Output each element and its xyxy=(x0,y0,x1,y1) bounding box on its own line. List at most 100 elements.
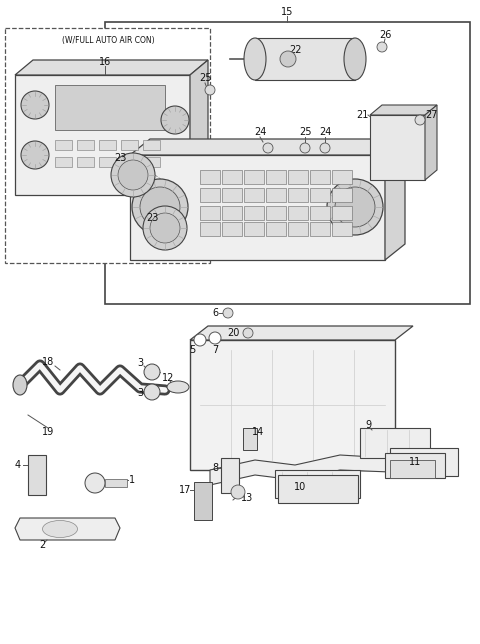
FancyBboxPatch shape xyxy=(200,188,220,202)
Ellipse shape xyxy=(13,375,27,395)
Circle shape xyxy=(205,85,215,95)
Circle shape xyxy=(209,332,221,344)
Circle shape xyxy=(280,51,296,67)
Text: 2: 2 xyxy=(39,540,45,550)
FancyBboxPatch shape xyxy=(310,206,330,220)
FancyBboxPatch shape xyxy=(332,188,352,202)
Circle shape xyxy=(132,179,188,235)
Text: 27: 27 xyxy=(426,110,438,120)
FancyBboxPatch shape xyxy=(244,206,264,220)
FancyBboxPatch shape xyxy=(390,448,458,476)
Text: 4: 4 xyxy=(15,460,21,470)
FancyBboxPatch shape xyxy=(332,206,352,220)
Text: 20: 20 xyxy=(227,328,239,338)
Circle shape xyxy=(320,143,330,153)
FancyBboxPatch shape xyxy=(288,188,308,202)
Circle shape xyxy=(415,115,425,125)
Text: 13: 13 xyxy=(241,493,253,503)
Ellipse shape xyxy=(244,38,266,80)
Circle shape xyxy=(263,143,273,153)
Circle shape xyxy=(144,364,160,380)
Circle shape xyxy=(144,384,160,400)
FancyBboxPatch shape xyxy=(332,222,352,236)
FancyBboxPatch shape xyxy=(194,482,212,520)
Text: 17: 17 xyxy=(179,485,191,495)
Text: 15: 15 xyxy=(281,7,293,17)
Polygon shape xyxy=(210,455,440,485)
Text: 22: 22 xyxy=(289,45,301,55)
FancyBboxPatch shape xyxy=(105,479,127,487)
Polygon shape xyxy=(190,326,413,340)
FancyBboxPatch shape xyxy=(28,455,46,495)
Circle shape xyxy=(150,213,180,243)
Text: 16: 16 xyxy=(99,57,111,67)
FancyBboxPatch shape xyxy=(278,475,358,503)
Ellipse shape xyxy=(344,38,366,80)
Circle shape xyxy=(21,141,49,169)
Text: 23: 23 xyxy=(114,153,126,163)
Text: 21: 21 xyxy=(356,110,368,120)
Text: 10: 10 xyxy=(294,482,306,492)
FancyBboxPatch shape xyxy=(121,140,138,150)
Circle shape xyxy=(243,328,253,338)
FancyBboxPatch shape xyxy=(143,140,160,150)
FancyBboxPatch shape xyxy=(288,206,308,220)
Circle shape xyxy=(140,187,180,227)
FancyBboxPatch shape xyxy=(99,157,116,167)
Circle shape xyxy=(223,308,233,318)
FancyBboxPatch shape xyxy=(288,170,308,184)
FancyBboxPatch shape xyxy=(200,170,220,184)
Text: 24: 24 xyxy=(319,127,331,137)
FancyBboxPatch shape xyxy=(310,170,330,184)
Circle shape xyxy=(21,91,49,119)
FancyBboxPatch shape xyxy=(360,428,430,458)
FancyBboxPatch shape xyxy=(222,188,242,202)
FancyBboxPatch shape xyxy=(5,28,210,263)
Text: 11: 11 xyxy=(409,457,421,467)
Circle shape xyxy=(231,485,245,499)
Text: 26: 26 xyxy=(379,30,391,40)
FancyBboxPatch shape xyxy=(275,470,360,498)
Text: 19: 19 xyxy=(42,427,54,437)
Text: 14: 14 xyxy=(252,427,264,437)
Ellipse shape xyxy=(43,520,77,538)
Polygon shape xyxy=(385,139,405,260)
FancyBboxPatch shape xyxy=(143,157,160,167)
FancyBboxPatch shape xyxy=(244,188,264,202)
Text: 7: 7 xyxy=(212,345,218,355)
FancyBboxPatch shape xyxy=(221,458,239,493)
FancyBboxPatch shape xyxy=(55,85,165,130)
Polygon shape xyxy=(425,105,437,180)
Text: 3: 3 xyxy=(137,358,143,368)
FancyBboxPatch shape xyxy=(310,222,330,236)
Circle shape xyxy=(377,42,387,52)
FancyBboxPatch shape xyxy=(266,170,286,184)
Text: 12: 12 xyxy=(162,373,174,383)
Text: 9: 9 xyxy=(365,420,371,430)
FancyBboxPatch shape xyxy=(77,140,94,150)
Circle shape xyxy=(335,187,375,227)
FancyBboxPatch shape xyxy=(200,222,220,236)
FancyBboxPatch shape xyxy=(288,222,308,236)
FancyBboxPatch shape xyxy=(99,140,116,150)
FancyBboxPatch shape xyxy=(222,206,242,220)
Polygon shape xyxy=(130,139,405,155)
FancyBboxPatch shape xyxy=(310,188,330,202)
Polygon shape xyxy=(15,518,120,540)
Text: 6: 6 xyxy=(212,308,218,318)
FancyBboxPatch shape xyxy=(200,206,220,220)
Text: 24: 24 xyxy=(254,127,266,137)
FancyBboxPatch shape xyxy=(244,170,264,184)
FancyBboxPatch shape xyxy=(266,188,286,202)
Text: 8: 8 xyxy=(212,463,218,473)
Text: 23: 23 xyxy=(146,213,158,223)
Circle shape xyxy=(161,106,189,134)
Circle shape xyxy=(327,179,383,235)
FancyBboxPatch shape xyxy=(266,206,286,220)
Text: 5: 5 xyxy=(189,345,195,355)
FancyBboxPatch shape xyxy=(244,222,264,236)
FancyBboxPatch shape xyxy=(190,340,395,470)
FancyBboxPatch shape xyxy=(121,157,138,167)
Circle shape xyxy=(194,334,206,346)
Text: (W/FULL AUTO AIR CON): (W/FULL AUTO AIR CON) xyxy=(62,35,154,44)
